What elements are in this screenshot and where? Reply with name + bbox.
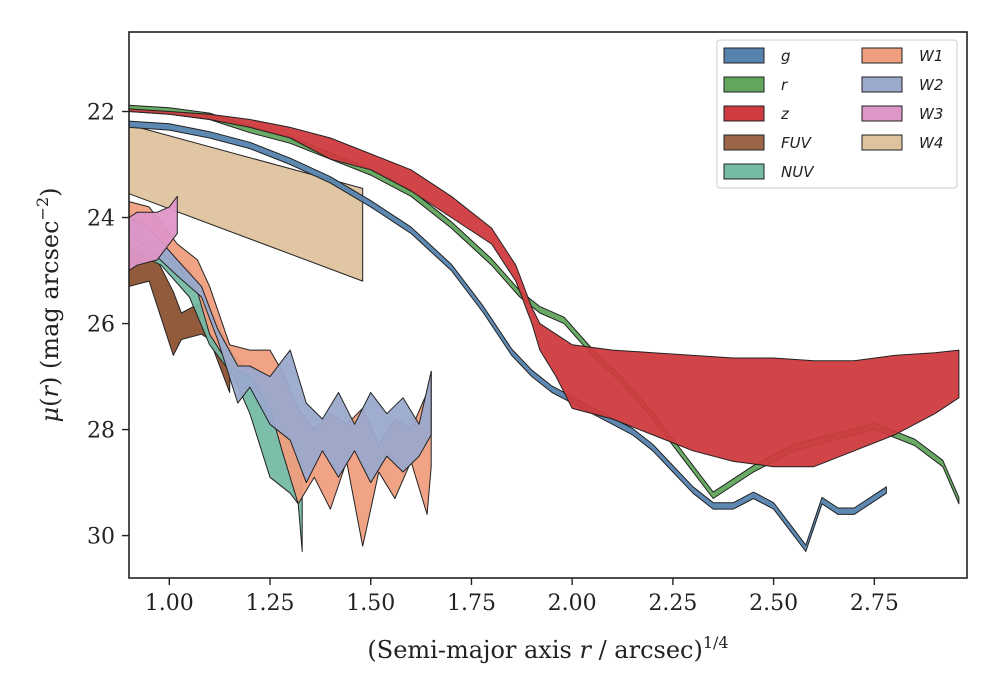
legend-label-w4: W4 [919, 134, 943, 152]
legend-label-r: r [781, 76, 788, 94]
series-band-z [128, 108, 960, 468]
x-tick-label: 2.75 [850, 591, 899, 616]
y-tick-label: 28 [87, 419, 115, 444]
x-tick-label: 1.25 [246, 591, 295, 616]
y-tick-label: 22 [87, 101, 115, 126]
series-layer [128, 104, 960, 552]
legend-swatch-w1 [861, 47, 903, 64]
y-axis-label-r: r [36, 385, 64, 398]
legend-label-w1: W1 [919, 47, 943, 65]
x-tick-label: 2.50 [749, 591, 798, 616]
legend-swatch-fuv [723, 134, 765, 151]
series-band-g [128, 120, 887, 552]
y-tick-label: 26 [87, 313, 115, 338]
legend-swatch-w4 [861, 134, 903, 151]
y-axis-label-rest: ) (mag arcsec [36, 220, 64, 386]
x-tick-label: 1.50 [346, 591, 395, 616]
series-band-fuv [128, 243, 231, 393]
x-axis-label-exponent: 1/4 [703, 633, 729, 652]
legend-label-fuv: FUV [781, 134, 813, 152]
x-tick-label: 1.00 [145, 591, 194, 616]
tick-layer: 1.00 1.25 1.50 1.75 2.00 2.25 2.50 2.75 22 24 26 28… [87, 101, 899, 616]
legend-swatch-nuv [723, 163, 765, 180]
x-tick-label: 2.25 [648, 591, 697, 616]
legend-swatch-r [723, 76, 765, 93]
y-tick-label: 30 [87, 525, 115, 550]
y-axis-label-open: ( [36, 398, 64, 407]
legend-label-w2: W2 [919, 76, 943, 94]
series-band-r [128, 104, 960, 505]
legend-swatch-z [723, 105, 765, 122]
y-axis-label: μ(r) (mag arcsec−2) [33, 187, 64, 422]
x-axis-label-main: (Semi-major axis [367, 636, 579, 664]
legend: grz FUV NUV W1 W2 W3 W4 [716, 39, 958, 189]
legend-label-w3: W3 [919, 105, 943, 123]
x-axis-label: (Semi-major axis r / arcsec)1/4 [367, 633, 728, 664]
x-tick-label: 2.00 [548, 591, 597, 616]
series-band-w3 [128, 195, 178, 271]
x-tick-label: 1.75 [447, 591, 496, 616]
legend-label-z: z [780, 105, 790, 123]
y-axis-label-exponent: −2 [33, 197, 52, 221]
legend-swatch-w3 [861, 105, 903, 122]
x-axis-label-rest: / arcsec) [591, 636, 703, 664]
legend-swatch-g [723, 47, 765, 64]
y-axis-label-mu: μ [36, 407, 64, 423]
legend-items: grz FUV NUV W1 W2 W3 W4 [723, 47, 943, 181]
legend-swatch-w2 [861, 76, 903, 93]
y-tick-label: 24 [87, 207, 115, 232]
legend-label-nuv: NUV [781, 163, 815, 181]
y-axis-label-close: ) [36, 187, 64, 196]
x-axis-label-r: r [579, 636, 592, 664]
legend-label-g: g [781, 47, 791, 65]
plot-frame [128, 31, 968, 579]
